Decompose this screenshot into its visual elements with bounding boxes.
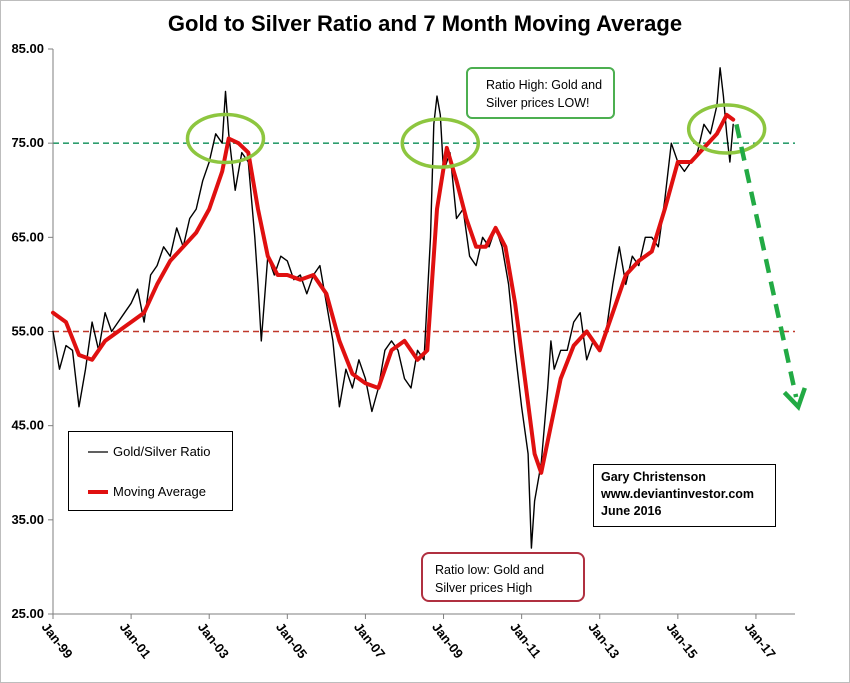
- legend: Gold/Silver Ratio Moving Average: [68, 431, 233, 511]
- x-tick-label: Jan-15: [663, 620, 700, 662]
- y-tick-label: 45.00: [11, 418, 44, 433]
- highlight-circle-2: [400, 117, 481, 169]
- annotation-ratio-high: Ratio High: Gold and Silver prices LOW!: [466, 67, 615, 119]
- x-tick-label: Jan-05: [273, 620, 310, 662]
- annotation-high-line2: Silver prices LOW!: [486, 96, 590, 110]
- reference-lines: [53, 142, 795, 333]
- x-tick-label: Jan-13: [585, 620, 622, 662]
- annotation-low-line2: Silver prices High: [435, 581, 533, 595]
- legend-swatch-ratio: [88, 450, 108, 453]
- highlights: [185, 103, 807, 412]
- legend-item-ratio: Gold/Silver Ratio: [87, 444, 211, 459]
- legend-item-moving-average: Moving Average: [87, 484, 206, 499]
- y-tick-label: 75.00: [11, 135, 44, 150]
- highlight-circle-3: [686, 103, 767, 155]
- y-tick-label: 65.00: [11, 229, 44, 244]
- credit-author: Gary Christenson: [601, 470, 706, 484]
- x-tick-label: Jan-09: [429, 620, 466, 662]
- y-tick-label: 35.00: [11, 512, 44, 527]
- y-tick-label: 55.00: [11, 324, 44, 339]
- annotation-high-line1: Ratio High: Gold and: [486, 78, 603, 92]
- annotation-ratio-low: Ratio low: Gold and Silver prices High: [421, 552, 585, 602]
- highlight-circle-1: [185, 112, 266, 165]
- y-tick-label: 25.00: [11, 606, 44, 621]
- x-tick-label: Jan-11: [507, 620, 544, 661]
- x-tick-label: Jan-99: [39, 620, 76, 662]
- trend-arrow-shaft: [734, 123, 799, 398]
- legend-swatch-moving-average: [88, 489, 108, 494]
- credit-box: Gary Christenson www.deviantinvestor.com…: [593, 464, 776, 527]
- x-tick-label: Jan-01: [117, 620, 154, 662]
- x-tick-label: Jan-17: [742, 620, 779, 662]
- trend-arrow-head: [782, 387, 807, 412]
- x-tick-label: Jan-03: [195, 620, 232, 662]
- legend-label-ratio: Gold/Silver Ratio: [113, 444, 211, 459]
- annotation-low-line1: Ratio low: Gold and: [435, 563, 545, 577]
- x-tick-label: Jan-07: [351, 620, 388, 662]
- chart-title: Gold to Silver Ratio and 7 Month Moving …: [168, 11, 682, 36]
- series-lines: [51, 67, 736, 549]
- credit-website: www.deviantinvestor.com: [601, 487, 755, 501]
- series-line-moving-average: [51, 112, 736, 475]
- y-tick-label: 85.00: [11, 41, 44, 56]
- legend-label-moving-average: Moving Average: [113, 484, 206, 499]
- series-line-ratio: [52, 67, 734, 549]
- credit-date: June 2016: [601, 504, 662, 518]
